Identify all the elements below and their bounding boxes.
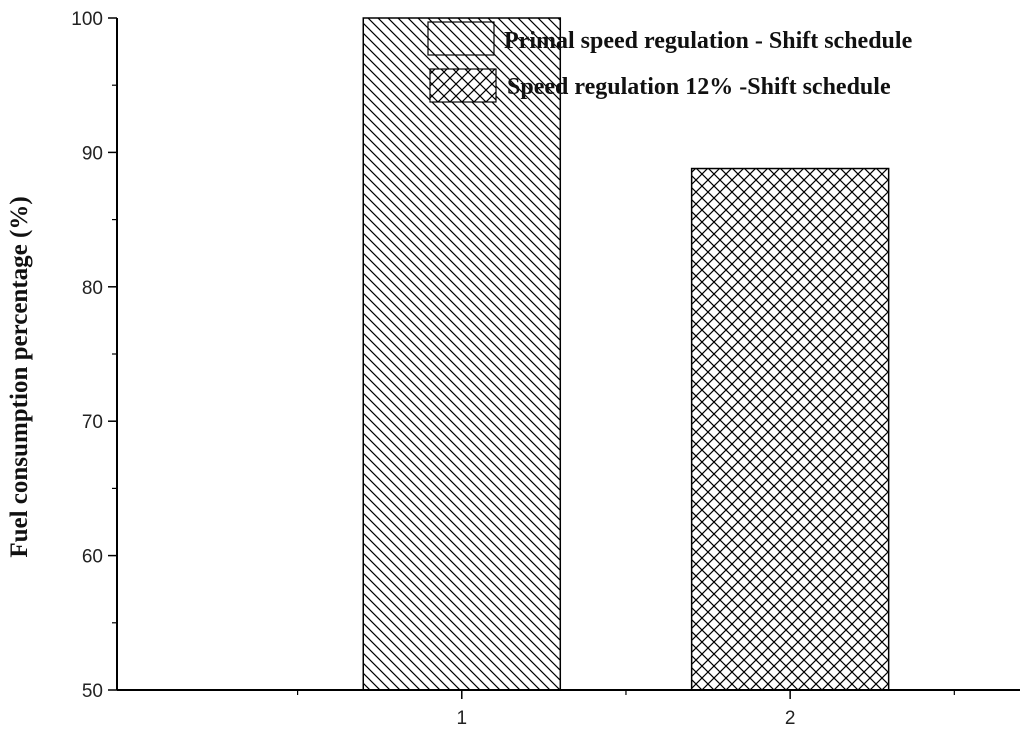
y-tick-label-70: 70	[82, 412, 103, 433]
bar-series-1-category-1	[362, 17, 562, 691]
y-axis-title: Fuel consumption percentage (%)	[6, 196, 33, 557]
y-tick-label-80: 80	[82, 278, 103, 299]
y-tick-label-100: 100	[71, 9, 103, 30]
legend-label-1: Primal speed regulation - Shift schedule	[504, 28, 913, 54]
ticks-layer: 50 60 70 80 90 100 1 2	[71, 9, 955, 729]
y-tick-label-90: 90	[82, 143, 103, 164]
legend-swatch-2	[429, 68, 497, 103]
bar-series-2-category-2	[690, 167, 890, 691]
y-tick-label-60: 60	[82, 547, 103, 568]
legend-label-2: Speed regulation 12% -Shift schedule	[507, 74, 891, 100]
legend-swatch-1	[427, 21, 495, 56]
legend: Primal speed regulation - Shift schedule…	[427, 21, 913, 103]
y-tick-label-50: 50	[82, 681, 103, 702]
x-tick-label-1: 1	[456, 708, 467, 729]
bars-layer	[362, 17, 890, 691]
x-tick-label-2: 2	[785, 708, 796, 729]
